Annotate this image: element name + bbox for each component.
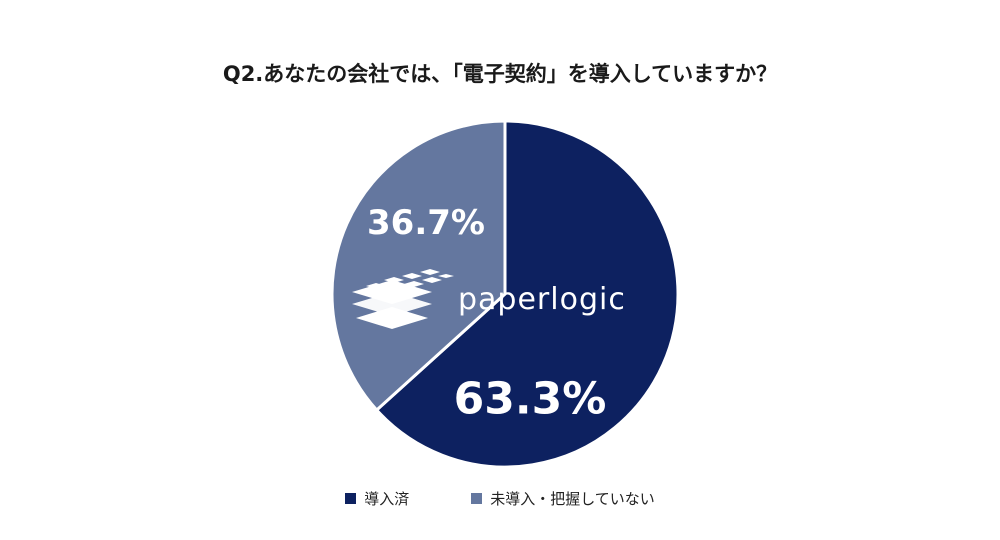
data-label-not-adopted: 36.7% xyxy=(367,203,485,243)
pie-slice-not-adopted xyxy=(330,119,507,413)
watermark-text: paperlogic xyxy=(458,282,626,317)
legend-item-not-adopted: 未導入・把握していない xyxy=(471,488,655,509)
legend-label-adopted: 導入済 xyxy=(364,490,410,508)
legend-item-adopted: 導入済 xyxy=(345,488,409,509)
paperlogic-logo-icon: paperlogic xyxy=(352,269,626,329)
data-label-adopted: 63.3% xyxy=(454,373,607,424)
chart-title: Q2.あなたの会社では、「電子契約」を導入していますか？ xyxy=(222,62,778,86)
legend: 導入済 未導入・把握していない xyxy=(0,488,1000,509)
pie-slice-adopted xyxy=(374,119,680,469)
legend-swatch-adopted xyxy=(345,493,357,504)
legend-label-not-adopted: 未導入・把握していない xyxy=(490,490,655,508)
legend-swatch-not-adopted xyxy=(471,493,483,504)
